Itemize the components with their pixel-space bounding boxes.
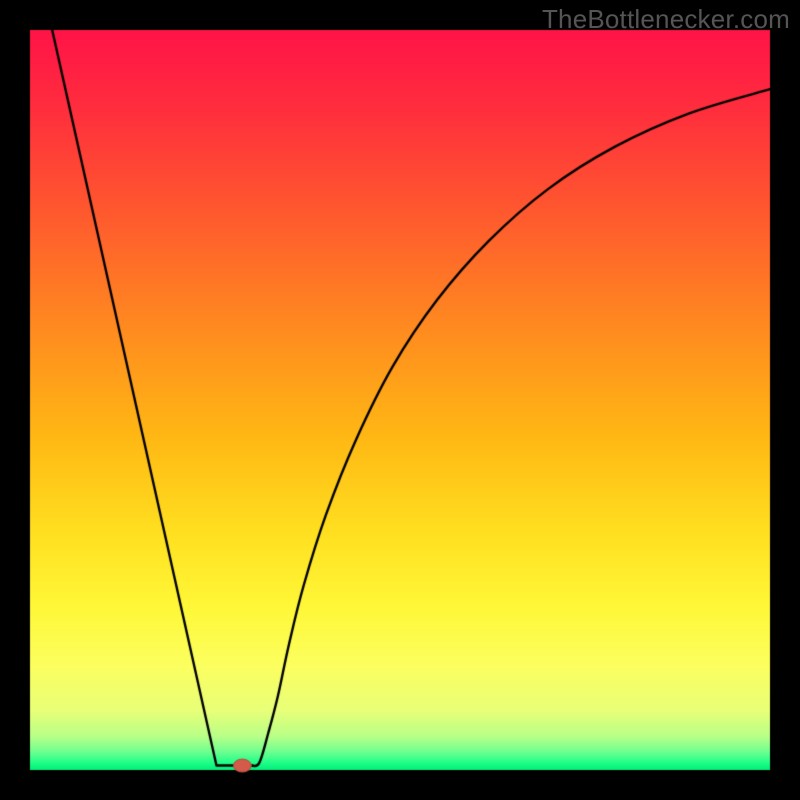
curve-layer [0,0,800,800]
watermark-text: TheBottlenecker.com [542,4,790,35]
chart-stage: TheBottlenecker.com [0,0,800,800]
